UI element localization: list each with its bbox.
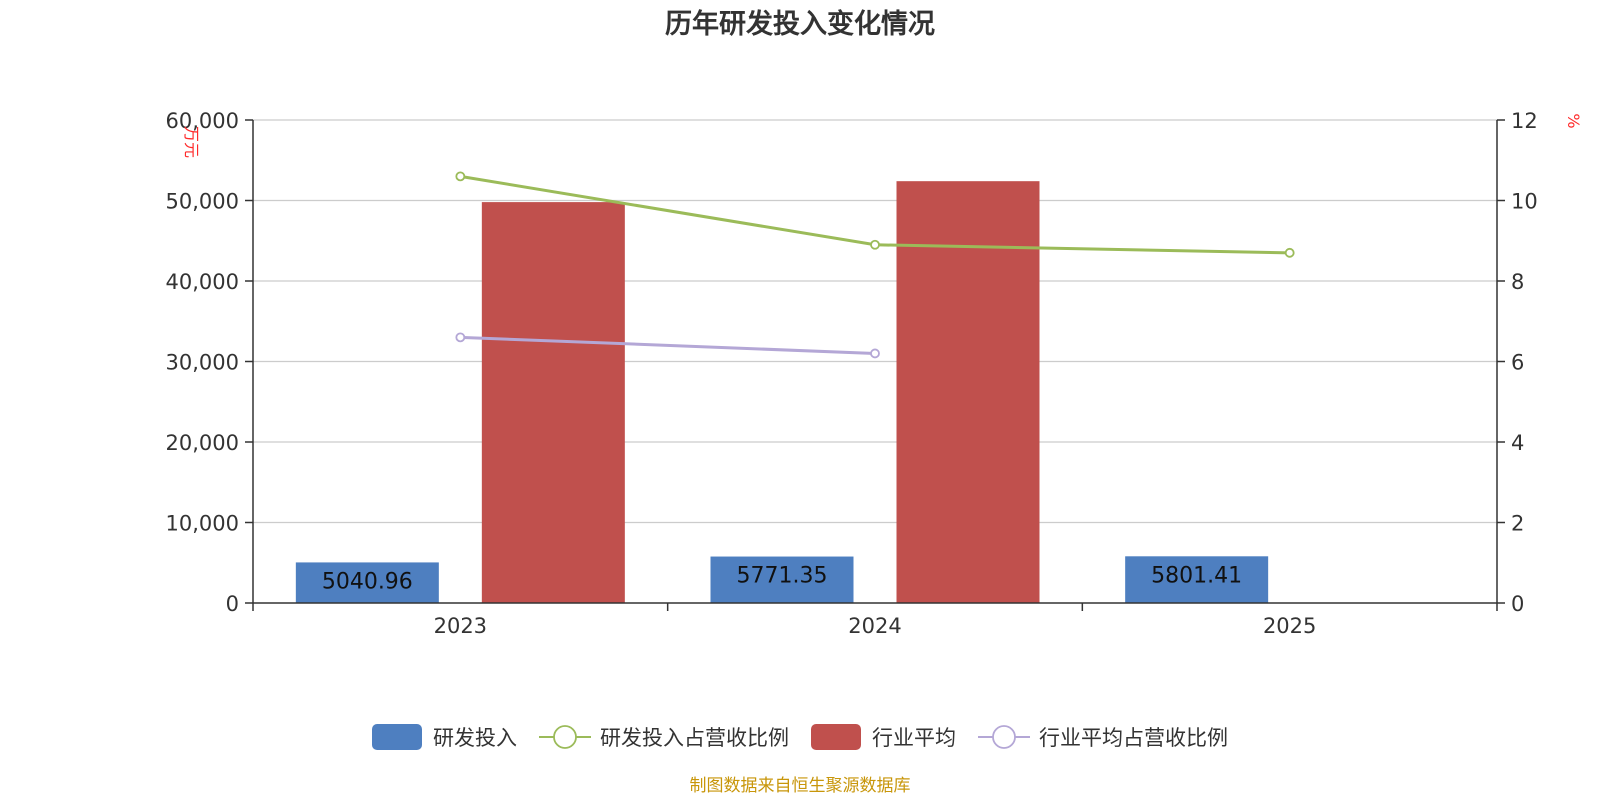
bar-labels: 5040.96 5771.35 5801.41 (322, 563, 1242, 594)
right-axis-tick-label: 10 (1511, 190, 1538, 214)
right-axis-tick-label: 6 (1511, 351, 1524, 375)
data-source-note: 制图数据来自恒生聚源数据库 (690, 776, 911, 796)
x-axis-tick-label: 2023 (434, 614, 487, 638)
left-axis-tick-label: 30,000 (166, 351, 239, 375)
legend-label: 研发投入占营收比例 (600, 726, 789, 750)
point-rd-ratio (870, 239, 880, 250)
left-axis-tick-label: 50,000 (166, 190, 239, 214)
right-axis-unit: % (1564, 113, 1583, 128)
bars (295, 181, 1269, 604)
bar-industry-average (896, 181, 1040, 603)
right-axis-tick-label: 8 (1511, 270, 1524, 294)
legend-swatch-bar (372, 724, 422, 750)
legend: 研发投入 研发投入占营收比例 行业平均 行业平均占营收比例 (372, 724, 1228, 750)
point-industry-ratio (870, 348, 880, 359)
left-axis-unit: 万元 (182, 126, 201, 158)
legend-label: 行业平均占营收比例 (1039, 726, 1228, 750)
bar-rd-investment (295, 562, 439, 603)
bar-industry-average (481, 202, 625, 604)
bar-rd-investment (1125, 556, 1269, 603)
x-axis-tick-label: 2025 (1263, 614, 1316, 638)
right-axis-tick-label: 4 (1511, 431, 1524, 455)
point-rd-ratio (1284, 247, 1295, 258)
left-axis-tick-label: 20,000 (166, 431, 239, 455)
legend-label: 研发投入 (433, 726, 517, 750)
right-axis-tick-label: 12 (1511, 109, 1538, 133)
bar-rd-investment (710, 556, 854, 603)
line-industry-ratio (460, 335, 876, 355)
bar-data-label: 5771.35 (737, 564, 828, 589)
lines (455, 171, 1295, 359)
left-axis-tick-label: 0 (226, 592, 239, 616)
legend-swatch-marker (553, 725, 577, 749)
right-axis-tick-label: 2 (1511, 512, 1524, 536)
right-axis-tick-label: 0 (1511, 592, 1524, 616)
bar-data-label: 5040.96 (322, 569, 413, 594)
x-axis-tick-label: 2024 (848, 614, 901, 638)
legend-swatch-bar (811, 724, 861, 750)
left-axis-tick-label: 40,000 (166, 270, 239, 294)
bar-data-label: 5801.41 (1151, 563, 1242, 588)
grid-lines (253, 119, 1497, 524)
legend-label: 行业平均 (872, 726, 956, 750)
legend-swatch-marker (992, 725, 1016, 749)
point-rd-ratio (455, 171, 466, 182)
left-axis-tick-label: 60,000 (166, 109, 239, 133)
left-axis-tick-label: 10,000 (166, 512, 239, 536)
point-industry-ratio (455, 332, 466, 343)
chart-title: 历年研发投入变化情况 (665, 8, 935, 40)
axes: 0 10,000 20,000 30,000 40,000 50,000 60,000 0 2 4… (166, 109, 1538, 638)
